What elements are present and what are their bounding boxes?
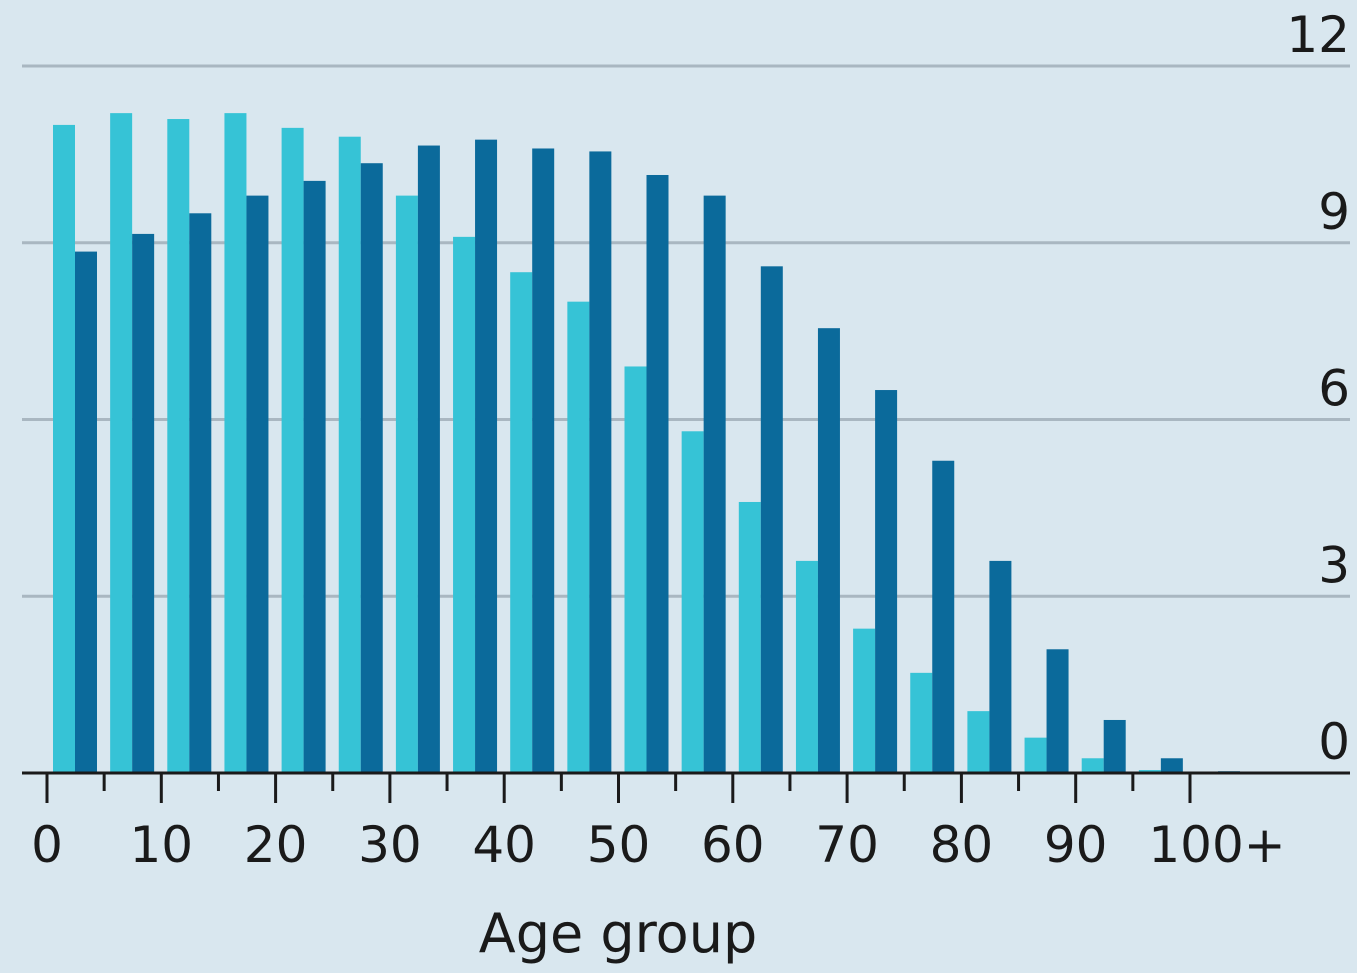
bar-60-64-series-1 (738, 501, 761, 773)
x-tick-label: 100+ (1148, 816, 1285, 874)
bar-35-39-series-2 (475, 139, 498, 774)
bar-30-34-series-2 (417, 145, 440, 774)
x-tick-label: 10 (129, 816, 193, 874)
x-tick-label: 70 (815, 816, 879, 874)
x-tick-label: 90 (1044, 816, 1108, 874)
bar-50-54-series-2 (646, 174, 669, 773)
bar-10-14-series-2 (189, 213, 212, 773)
x-tick-label: 80 (930, 816, 994, 874)
bar-20-24-series-2 (303, 180, 326, 773)
bars (53, 113, 1240, 774)
bar-5-9-series-2 (132, 233, 155, 774)
bar-80-84-series-2 (989, 560, 1012, 773)
x-tick-labels: 0 10 20 30 40 50 60 70 80 90 100+ (31, 816, 1286, 874)
x-tick-label: 60 (701, 816, 765, 874)
y-tick-label: 12 (1286, 6, 1350, 64)
x-axis-title: Age group (479, 902, 757, 965)
bar-75-79-series-1 (910, 672, 933, 773)
bar-55-59-series-2 (703, 195, 726, 773)
bar-85-89-series-1 (1024, 737, 1047, 773)
bar-60-64-series-2 (760, 266, 783, 773)
bar-20-24-series-1 (281, 127, 304, 774)
x-tick-label: 50 (587, 816, 651, 874)
x-tick-label: 40 (472, 816, 536, 874)
bar-45-49-series-2 (589, 151, 612, 773)
bar-75-79-series-2 (932, 460, 955, 773)
bar-30-34-series-1 (395, 195, 418, 773)
x-tick-label: 0 (31, 816, 63, 874)
bar-50-54-series-1 (624, 366, 647, 773)
bar-40-44-series-1 (510, 272, 533, 773)
x-tick-label: 30 (358, 816, 422, 874)
bar-95-99-series-2 (1160, 758, 1183, 773)
bar-25-29-series-1 (338, 136, 361, 773)
bar-65-69-series-2 (817, 328, 840, 773)
y-tick-label: 9 (1318, 183, 1350, 241)
x-axis (22, 771, 1350, 803)
bar-90-94-series-2 (1103, 719, 1126, 773)
bar-70-74-series-2 (875, 390, 898, 773)
bar-15-19-series-1 (224, 113, 247, 774)
bar-5-9-series-1 (110, 113, 133, 774)
y-tick-label: 6 (1318, 360, 1350, 418)
bar-10-14-series-1 (167, 119, 190, 773)
y-tick-label: 3 (1318, 536, 1350, 594)
bar-55-59-series-1 (681, 431, 704, 773)
y-tick-labels: 0 3 6 9 12 (1286, 6, 1350, 771)
bar-25-29-series-2 (360, 163, 383, 773)
bar-40-44-series-2 (532, 148, 555, 773)
bar-15-19-series-2 (246, 195, 269, 773)
x-tick-label: 20 (244, 816, 308, 874)
y-tick-label: 0 (1318, 713, 1350, 771)
bar-45-49-series-1 (567, 301, 590, 773)
bar-70-74-series-1 (853, 628, 876, 773)
bar-0-4-series-1 (53, 124, 75, 773)
bar-90-94-series-1 (1081, 758, 1104, 773)
bar-35-39-series-1 (453, 236, 476, 773)
bar-80-84-series-1 (967, 711, 990, 773)
bar-85-89-series-2 (1046, 649, 1069, 773)
bar-0-4-series-2 (75, 251, 97, 773)
bar-65-69-series-1 (795, 560, 818, 773)
